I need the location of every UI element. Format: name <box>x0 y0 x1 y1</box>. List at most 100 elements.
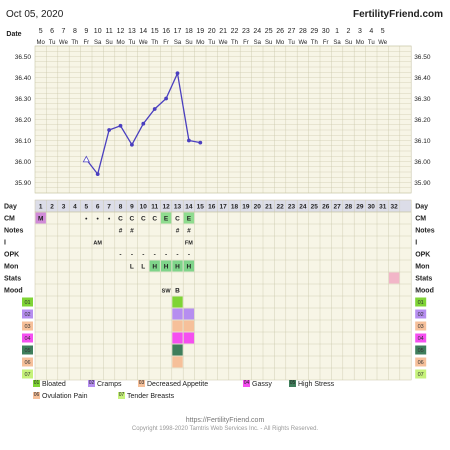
symptom-cell-gassy <box>172 332 183 344</box>
weekday-tick: Tu <box>49 40 56 46</box>
symptom-code-left: 01 <box>24 300 30 306</box>
cycle-day: 15 <box>197 204 205 211</box>
temp-point <box>130 142 134 147</box>
symptom-code-left: 02 <box>24 312 30 318</box>
cell-mon: H <box>164 264 169 271</box>
row-label-right: I <box>415 240 417 247</box>
cell-opk: - <box>154 252 156 259</box>
weekday-tick: Fr <box>83 40 89 46</box>
weekday-tick: Th <box>231 40 238 46</box>
date-tick: 16 <box>162 28 170 35</box>
row-label-right: Mood <box>415 288 434 295</box>
cell-opk: - <box>142 252 144 259</box>
symptom-code-right: 02 <box>418 312 424 318</box>
weekday-tick: We <box>298 40 308 46</box>
cm-cell-eggwhite <box>160 212 172 224</box>
row-label-right: CM <box>415 216 426 223</box>
weekday-tick: Tu <box>208 40 215 46</box>
cell-mon: L <box>141 264 145 271</box>
cell-cm: • <box>108 216 111 223</box>
symptom-cell-appetite <box>183 320 195 332</box>
y-tick-left: 36.50 <box>15 54 32 61</box>
date-tick: 3 <box>358 28 362 35</box>
date-tick: 2 <box>347 28 351 35</box>
y-tick-left: 36.40 <box>15 75 32 82</box>
date-axis-label: Date <box>6 31 21 38</box>
symptom-cell-gassy <box>183 332 195 344</box>
date-tick: 17 <box>174 28 182 35</box>
weekday-tick: We <box>378 40 388 46</box>
weekday-tick: Mo <box>116 40 125 46</box>
symptom-cell-ovulation <box>172 356 183 368</box>
temp-point <box>95 172 100 177</box>
legend-chip: 06 <box>33 392 40 399</box>
cell-opk: - <box>165 252 167 259</box>
cell-notes: # <box>130 228 134 235</box>
weekday-tick: Sa <box>174 40 182 46</box>
cell-mon: H <box>187 264 192 271</box>
legend-chip: 03 <box>138 380 145 387</box>
weekday-tick: Su <box>345 40 352 46</box>
symptom-code-right: 01 <box>418 300 424 306</box>
weekday-tick: Th <box>311 40 318 46</box>
weekday-tick: We <box>219 40 229 46</box>
weekday-tick: We <box>139 40 149 46</box>
row-label-left: OPK <box>4 252 19 259</box>
temp-point <box>152 107 157 111</box>
symptom-cell-stress <box>172 344 183 356</box>
date-tick: 30 <box>322 28 330 35</box>
date-tick: 1 <box>335 28 339 35</box>
symptom-code-chip-right <box>415 309 427 319</box>
row-label-left: Mood <box>4 288 23 295</box>
symptom-code-right: 03 <box>418 324 424 330</box>
cycle-day: 23 <box>288 204 296 211</box>
weekday-tick: Su <box>185 40 192 46</box>
cycle-day: 6 <box>96 204 100 211</box>
weekday-tick: Th <box>151 40 158 46</box>
cycle-day: 9 <box>130 204 134 211</box>
date-tick: 22 <box>231 28 239 35</box>
cycle-day: 24 <box>299 204 307 211</box>
cell-cm: • <box>97 216 100 223</box>
symptom-code-chip-right <box>415 321 427 331</box>
row-label-left: Notes <box>4 228 24 235</box>
legend-item-04: 04 Gassy <box>243 380 272 389</box>
weekday-tick: Sa <box>94 40 102 46</box>
legend-label: Cramps <box>97 381 122 388</box>
y-tick-left: 36.30 <box>15 96 32 103</box>
date-tick: 20 <box>208 28 216 35</box>
cycle-day: 32 <box>390 204 398 211</box>
temp-point <box>198 140 203 145</box>
legend-chip: 01 <box>33 380 40 387</box>
legend-label: Gassy <box>252 381 272 388</box>
date-tick: 6 <box>50 28 54 35</box>
cycle-day: 25 <box>311 204 319 211</box>
legend-item-02: 02 Cramps <box>88 380 122 389</box>
weekday-tick: Su <box>265 40 272 46</box>
weekday-tick: Tu <box>288 40 295 46</box>
cell-notes: # <box>176 228 180 235</box>
temp-point <box>187 138 191 143</box>
row-label-right: Mon <box>415 264 429 271</box>
weekday-tick: Fr <box>323 40 329 46</box>
cycle-day: 29 <box>356 204 364 211</box>
footer-url[interactable]: https://FertilityFriend.com <box>185 417 265 424</box>
cycle-day: 17 <box>219 204 227 211</box>
date-tick: 29 <box>310 28 318 35</box>
cell-opk: - <box>131 252 133 259</box>
weekday-tick: Mo <box>37 40 46 46</box>
date-tick: 11 <box>105 28 112 35</box>
weekday-tick: Th <box>71 40 78 46</box>
cycle-day: 21 <box>265 204 273 211</box>
cell-i: FM <box>185 241 193 247</box>
date-tick: 24 <box>253 28 261 35</box>
legend-chip: 04 <box>243 380 250 387</box>
date-tick: 8 <box>73 28 77 35</box>
symptom-code-chip-left <box>22 357 33 367</box>
temp-point <box>118 123 123 128</box>
y-tick-left: 36.10 <box>15 138 32 145</box>
weekday-tick: Mo <box>356 40 365 46</box>
y-tick-right: 36.30 <box>414 96 431 103</box>
date-tick: 5 <box>39 28 43 35</box>
cycle-day: 11 <box>151 204 158 211</box>
